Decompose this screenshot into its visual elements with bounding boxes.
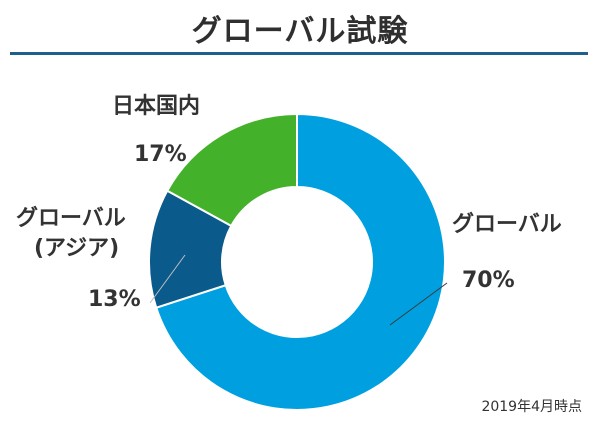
as-of-note: 2019年4月時点 bbox=[481, 399, 582, 415]
chart-title: グローバル試験 bbox=[191, 14, 409, 49]
slice-japan bbox=[165, 112, 298, 228]
label-global-value: 70% bbox=[462, 268, 515, 293]
label-japan-name: 日本国内 bbox=[112, 94, 201, 119]
label-japan-value: 17% bbox=[134, 142, 187, 167]
label-asia-value: 13% bbox=[88, 287, 141, 312]
slice-global bbox=[154, 112, 446, 411]
label-asia-name-line2: (アジア) bbox=[34, 236, 120, 261]
label-asia-name-line1: グローバル bbox=[16, 206, 126, 231]
label-global-name: グローバル bbox=[452, 212, 562, 237]
leader-global-asia bbox=[149, 254, 186, 304]
leader-global bbox=[389, 282, 448, 326]
title-underline bbox=[10, 52, 588, 55]
